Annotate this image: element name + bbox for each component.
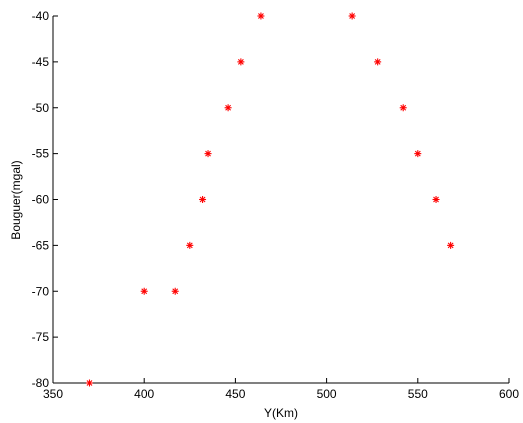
data-point [432,196,440,203]
data-point [85,379,93,387]
y-tick-label: -60 [32,193,50,207]
y-tick-label: -80 [32,376,50,390]
x-tick-label: 550 [408,387,428,401]
data-point [257,12,265,20]
x-tick-label: 400 [134,387,154,401]
data-point [414,150,422,158]
data-point [171,287,179,295]
data-point [447,241,455,249]
data-point [224,104,232,112]
y-tick-label: -65 [32,238,50,252]
x-tick-label: 600 [499,387,519,401]
x-tick-label: 500 [317,387,337,401]
data-point [374,58,382,66]
x-tick-label: 450 [225,387,245,401]
y-tick-label: -40 [32,9,50,23]
y-tick-label: -70 [32,284,50,298]
data-point [204,150,212,158]
y-ticks: -40 -45 -50 -55 -60 -65 -70 -75 -80 [32,9,58,390]
y-tick-label: -45 [32,55,50,69]
y-tick-label: -75 [32,330,50,344]
data-point [140,287,148,295]
plot-axes [52,16,509,384]
y-tick-label: -55 [32,147,50,161]
data-point [186,241,194,249]
x-ticks: 350 400 450 500 550 600 [43,378,519,401]
x-tick-label: 350 [43,387,63,401]
y-tick-label: -50 [32,101,50,115]
data-point [348,12,356,20]
data-points [85,12,455,387]
data-point [399,104,407,112]
x-axis-label: Y(Km) [264,406,298,420]
y-axis-label: Bouguer(mgal) [9,160,23,239]
data-point [199,196,207,203]
data-point [237,58,245,66]
